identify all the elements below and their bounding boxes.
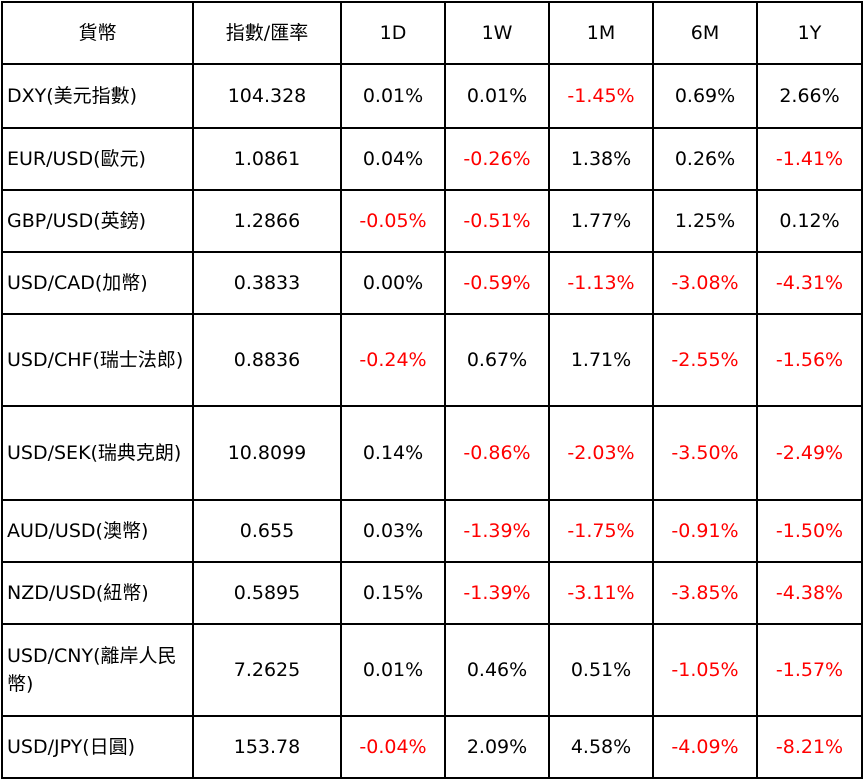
value-cell: -1.75% [548, 499, 654, 563]
header-row: 貨幣 指數/匯率 1D 1W 1M 6M 1Y [1, 1, 863, 65]
value-cell: -8.21% [756, 715, 863, 779]
currency-cell: AUD/USD(澳幣) [1, 499, 194, 563]
value-cell: -4.09% [652, 715, 758, 779]
value-cell: 0.67% [444, 313, 550, 407]
value-cell: 0.04% [340, 127, 446, 191]
value-cell: -4.38% [756, 561, 863, 625]
value-cell: -3.85% [652, 561, 758, 625]
value-cell: -1.56% [756, 313, 863, 407]
value-cell: -0.51% [444, 189, 550, 253]
value-cell: -1.45% [548, 63, 654, 129]
header-cell: 1M [548, 1, 654, 65]
currency-cell: USD/JPY(日圓) [1, 715, 194, 779]
value-cell: -3.08% [652, 251, 758, 315]
data-row: USD/JPY(日圓) 153.78 -0.04% 2.09% 4.58% -4.09% -… [1, 715, 863, 779]
data-row: GBP/USD(英鎊) 1.2866 -0.05% -0.51% 1.77% 1.25% 0… [1, 189, 863, 253]
header-cell: 6M [652, 1, 758, 65]
value-cell: -0.86% [444, 405, 550, 501]
data-row: USD/CHF(瑞士法郎) 0.8836 -0.24% 0.67% 1.71% -2.55… [1, 313, 863, 407]
currency-cell: DXY(美元指數) [1, 63, 194, 129]
value-cell: 0.69% [652, 63, 758, 129]
value-cell: 104.328 [192, 63, 342, 129]
value-cell: -0.26% [444, 127, 550, 191]
value-cell: 1.0861 [192, 127, 342, 191]
value-cell: 0.46% [444, 623, 550, 717]
data-row: DXY(美元指數) 104.328 0.01% 0.01% -1.45% 0.69% 2.6… [1, 63, 863, 129]
value-cell: -2.55% [652, 313, 758, 407]
data-row: AUD/USD(澳幣) 0.655 0.03% -1.39% -1.75% -0.91% -… [1, 499, 863, 563]
data-row: USD/SEK(瑞典克朗) 10.8099 0.14% -0.86% -2.03% -3.… [1, 405, 863, 501]
currency-cell: GBP/USD(英鎊) [1, 189, 194, 253]
header-cell: 1Y [756, 1, 863, 65]
value-cell: 2.09% [444, 715, 550, 779]
value-cell: -1.39% [444, 561, 550, 625]
value-cell: -1.41% [756, 127, 863, 191]
value-cell: 0.5895 [192, 561, 342, 625]
data-row: EUR/USD(歐元) 1.0861 0.04% -0.26% 1.38% 0.26% -1… [1, 127, 863, 191]
value-cell: -1.05% [652, 623, 758, 717]
currency-cell: NZD/USD(紐幣) [1, 561, 194, 625]
value-cell: 10.8099 [192, 405, 342, 501]
value-cell: 0.655 [192, 499, 342, 563]
currency-cell: EUR/USD(歐元) [1, 127, 194, 191]
value-cell: -0.24% [340, 313, 446, 407]
data-row: NZD/USD(紐幣) 0.5895 0.15% -1.39% -3.11% -3.85%… [1, 561, 863, 625]
value-cell: 4.58% [548, 715, 654, 779]
value-cell: 0.00% [340, 251, 446, 315]
value-cell: -1.50% [756, 499, 863, 563]
value-cell: 2.66% [756, 63, 863, 129]
value-cell: -1.57% [756, 623, 863, 717]
value-cell: 1.71% [548, 313, 654, 407]
currency-cell: USD/CHF(瑞士法郎) [1, 313, 194, 407]
value-cell: 0.03% [340, 499, 446, 563]
value-cell: 1.77% [548, 189, 654, 253]
value-cell: 0.12% [756, 189, 863, 253]
value-cell: 0.8836 [192, 313, 342, 407]
value-cell: 0.01% [444, 63, 550, 129]
value-cell: 0.01% [340, 623, 446, 717]
currency-cell: USD/SEK(瑞典克朗) [1, 405, 194, 501]
currency-cell: USD/CAD(加幣) [1, 251, 194, 315]
value-cell: 0.15% [340, 561, 446, 625]
value-cell: -0.59% [444, 251, 550, 315]
value-cell: 1.38% [548, 127, 654, 191]
value-cell: -0.04% [340, 715, 446, 779]
value-cell: 0.51% [548, 623, 654, 717]
value-cell: 0.3833 [192, 251, 342, 315]
header-cell: 指數/匯率 [192, 1, 342, 65]
value-cell: -3.50% [652, 405, 758, 501]
currency-cell: USD/CNY(離岸人民幣) [1, 623, 194, 717]
data-row: USD/CNY(離岸人民幣) 7.2625 0.01% 0.46% 0.51% -1.05… [1, 623, 863, 717]
value-cell: 1.2866 [192, 189, 342, 253]
value-cell: -0.05% [340, 189, 446, 253]
value-cell: 153.78 [192, 715, 342, 779]
value-cell: 7.2625 [192, 623, 342, 717]
header-cell: 1W [444, 1, 550, 65]
data-row: USD/CAD(加幣) 0.3833 0.00% -0.59% -1.13% -3.08%… [1, 251, 863, 315]
value-cell: -2.03% [548, 405, 654, 501]
value-cell: -1.39% [444, 499, 550, 563]
value-cell: -2.49% [756, 405, 863, 501]
header-cell: 貨幣 [1, 1, 194, 65]
value-cell: -0.91% [652, 499, 758, 563]
header-cell: 1D [340, 1, 446, 65]
value-cell: 0.01% [340, 63, 446, 129]
value-cell: 0.26% [652, 127, 758, 191]
value-cell: -1.13% [548, 251, 654, 315]
value-cell: 1.25% [652, 189, 758, 253]
value-cell: 0.14% [340, 405, 446, 501]
value-cell: -3.11% [548, 561, 654, 625]
value-cell: -4.31% [756, 251, 863, 315]
